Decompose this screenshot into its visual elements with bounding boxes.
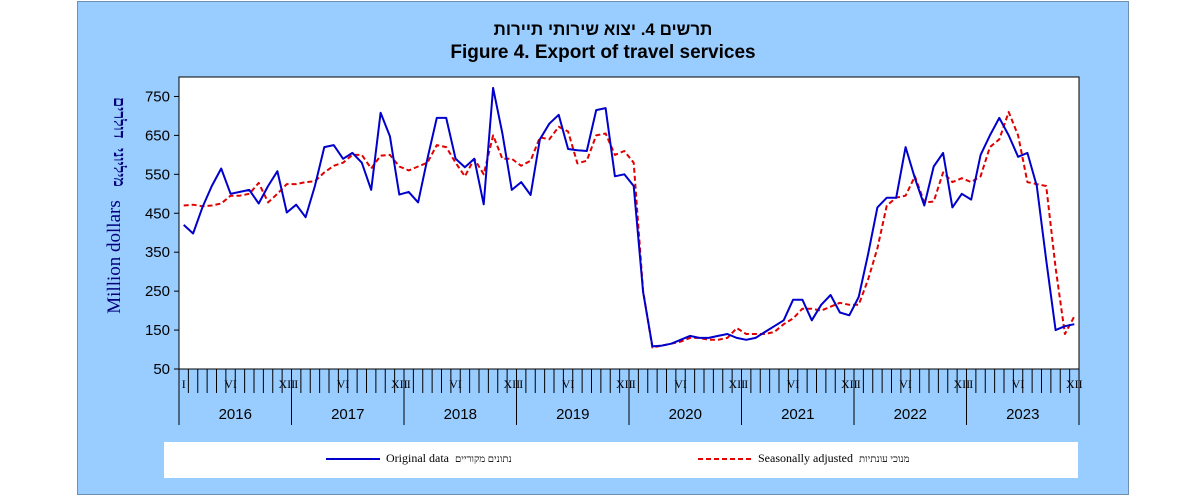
month-tick-label: I: [857, 377, 861, 391]
month-tick-label: XII: [278, 377, 295, 391]
year-label: 2018: [444, 406, 477, 423]
month-tick-label: I: [519, 377, 523, 391]
month-tick-label: I: [632, 377, 636, 391]
y-tick-label: 650: [145, 127, 170, 144]
month-tick-label: I: [294, 377, 298, 391]
legend-label-seasonal-en: Seasonally adjusted: [758, 451, 853, 465]
series-lines: [183, 86, 1076, 349]
plot-area: [178, 76, 1080, 370]
year-label: 2022: [894, 406, 927, 423]
month-tick-label: VI: [449, 377, 462, 391]
month-tick-label: XII: [1066, 377, 1083, 391]
y-tick-label: 450: [145, 205, 170, 222]
month-tick-label: XII: [953, 377, 970, 391]
month-tick-label: I: [744, 377, 748, 391]
chart-panel: תרשים 4. יצוא שירותי תיירות Figure 4. Ex…: [77, 1, 1129, 495]
year-label: 2017: [331, 406, 364, 423]
month-tick-label: I: [182, 377, 186, 391]
month-tick-label: I: [407, 377, 411, 391]
month-tick-label: XII: [728, 377, 745, 391]
year-label: 2021: [781, 406, 814, 423]
month-tick-label: VI: [1012, 377, 1025, 391]
month-tick-label: VI: [224, 377, 237, 391]
month-tick-label: XII: [503, 377, 520, 391]
month-tick-label: VI: [674, 377, 687, 391]
series-line-original: [183, 86, 1075, 348]
series-line-seasonal: [183, 111, 1076, 349]
legend-item-original: Original data נתונים מקוריים: [326, 451, 512, 469]
y-tick-label: 250: [145, 283, 170, 300]
legend-item-seasonal: Seasonally adjusted מנוכי עונתיות: [698, 451, 910, 469]
chart-legend: Original data נתונים מקוריים Seasonally a…: [164, 442, 1078, 478]
year-label: 2019: [556, 406, 589, 423]
year-label: 2023: [1006, 406, 1039, 423]
y-tick-label: 50: [153, 361, 170, 378]
legend-label-original-he: נתונים מקוריים: [454, 454, 512, 465]
month-tick-label: VI: [337, 377, 350, 391]
y-axis-label-english: Million dollars: [104, 200, 125, 313]
y-tick-label: 150: [145, 322, 170, 339]
year-label: 2020: [669, 406, 702, 423]
legend-label-original-en: Original data: [386, 451, 449, 465]
month-tick-label: I: [969, 377, 973, 391]
chart-title-hebrew: תרשים 4. יצוא שירותי תיירות: [493, 20, 713, 39]
line-chart: 50 150 250 350 450 550 650 750 I VI XII 2016 I VI XII…: [104, 76, 1083, 425]
month-tick-label: XII: [391, 377, 408, 391]
y-tick-label: 550: [145, 166, 170, 183]
y-tick-label: 750: [145, 88, 170, 105]
y-axis: 50 150 250 350 450 550 650 750: [145, 88, 179, 378]
month-tick-label: VI: [899, 377, 912, 391]
month-tick-label: XII: [841, 377, 858, 391]
x-axis: I VI XII 2016 I VI XII 2017 I VI XII 2018 I VI XII 2019…: [178, 369, 1083, 425]
y-axis-label-hebrew: מיליוני דולרים: [110, 97, 129, 187]
legend-swatch-original: [326, 458, 380, 461]
y-tick-label: 350: [145, 244, 170, 261]
month-tick-label: VI: [562, 377, 575, 391]
legend-swatch-seasonal: [698, 458, 752, 461]
year-label: 2016: [219, 406, 252, 423]
legend-label-seasonal-he: מנוכי עונתיות: [858, 454, 910, 465]
month-tick-label: XII: [616, 377, 633, 391]
month-tick-label: VI: [787, 377, 800, 391]
chart-title-english: Figure 4. Export of travel services: [450, 42, 756, 63]
